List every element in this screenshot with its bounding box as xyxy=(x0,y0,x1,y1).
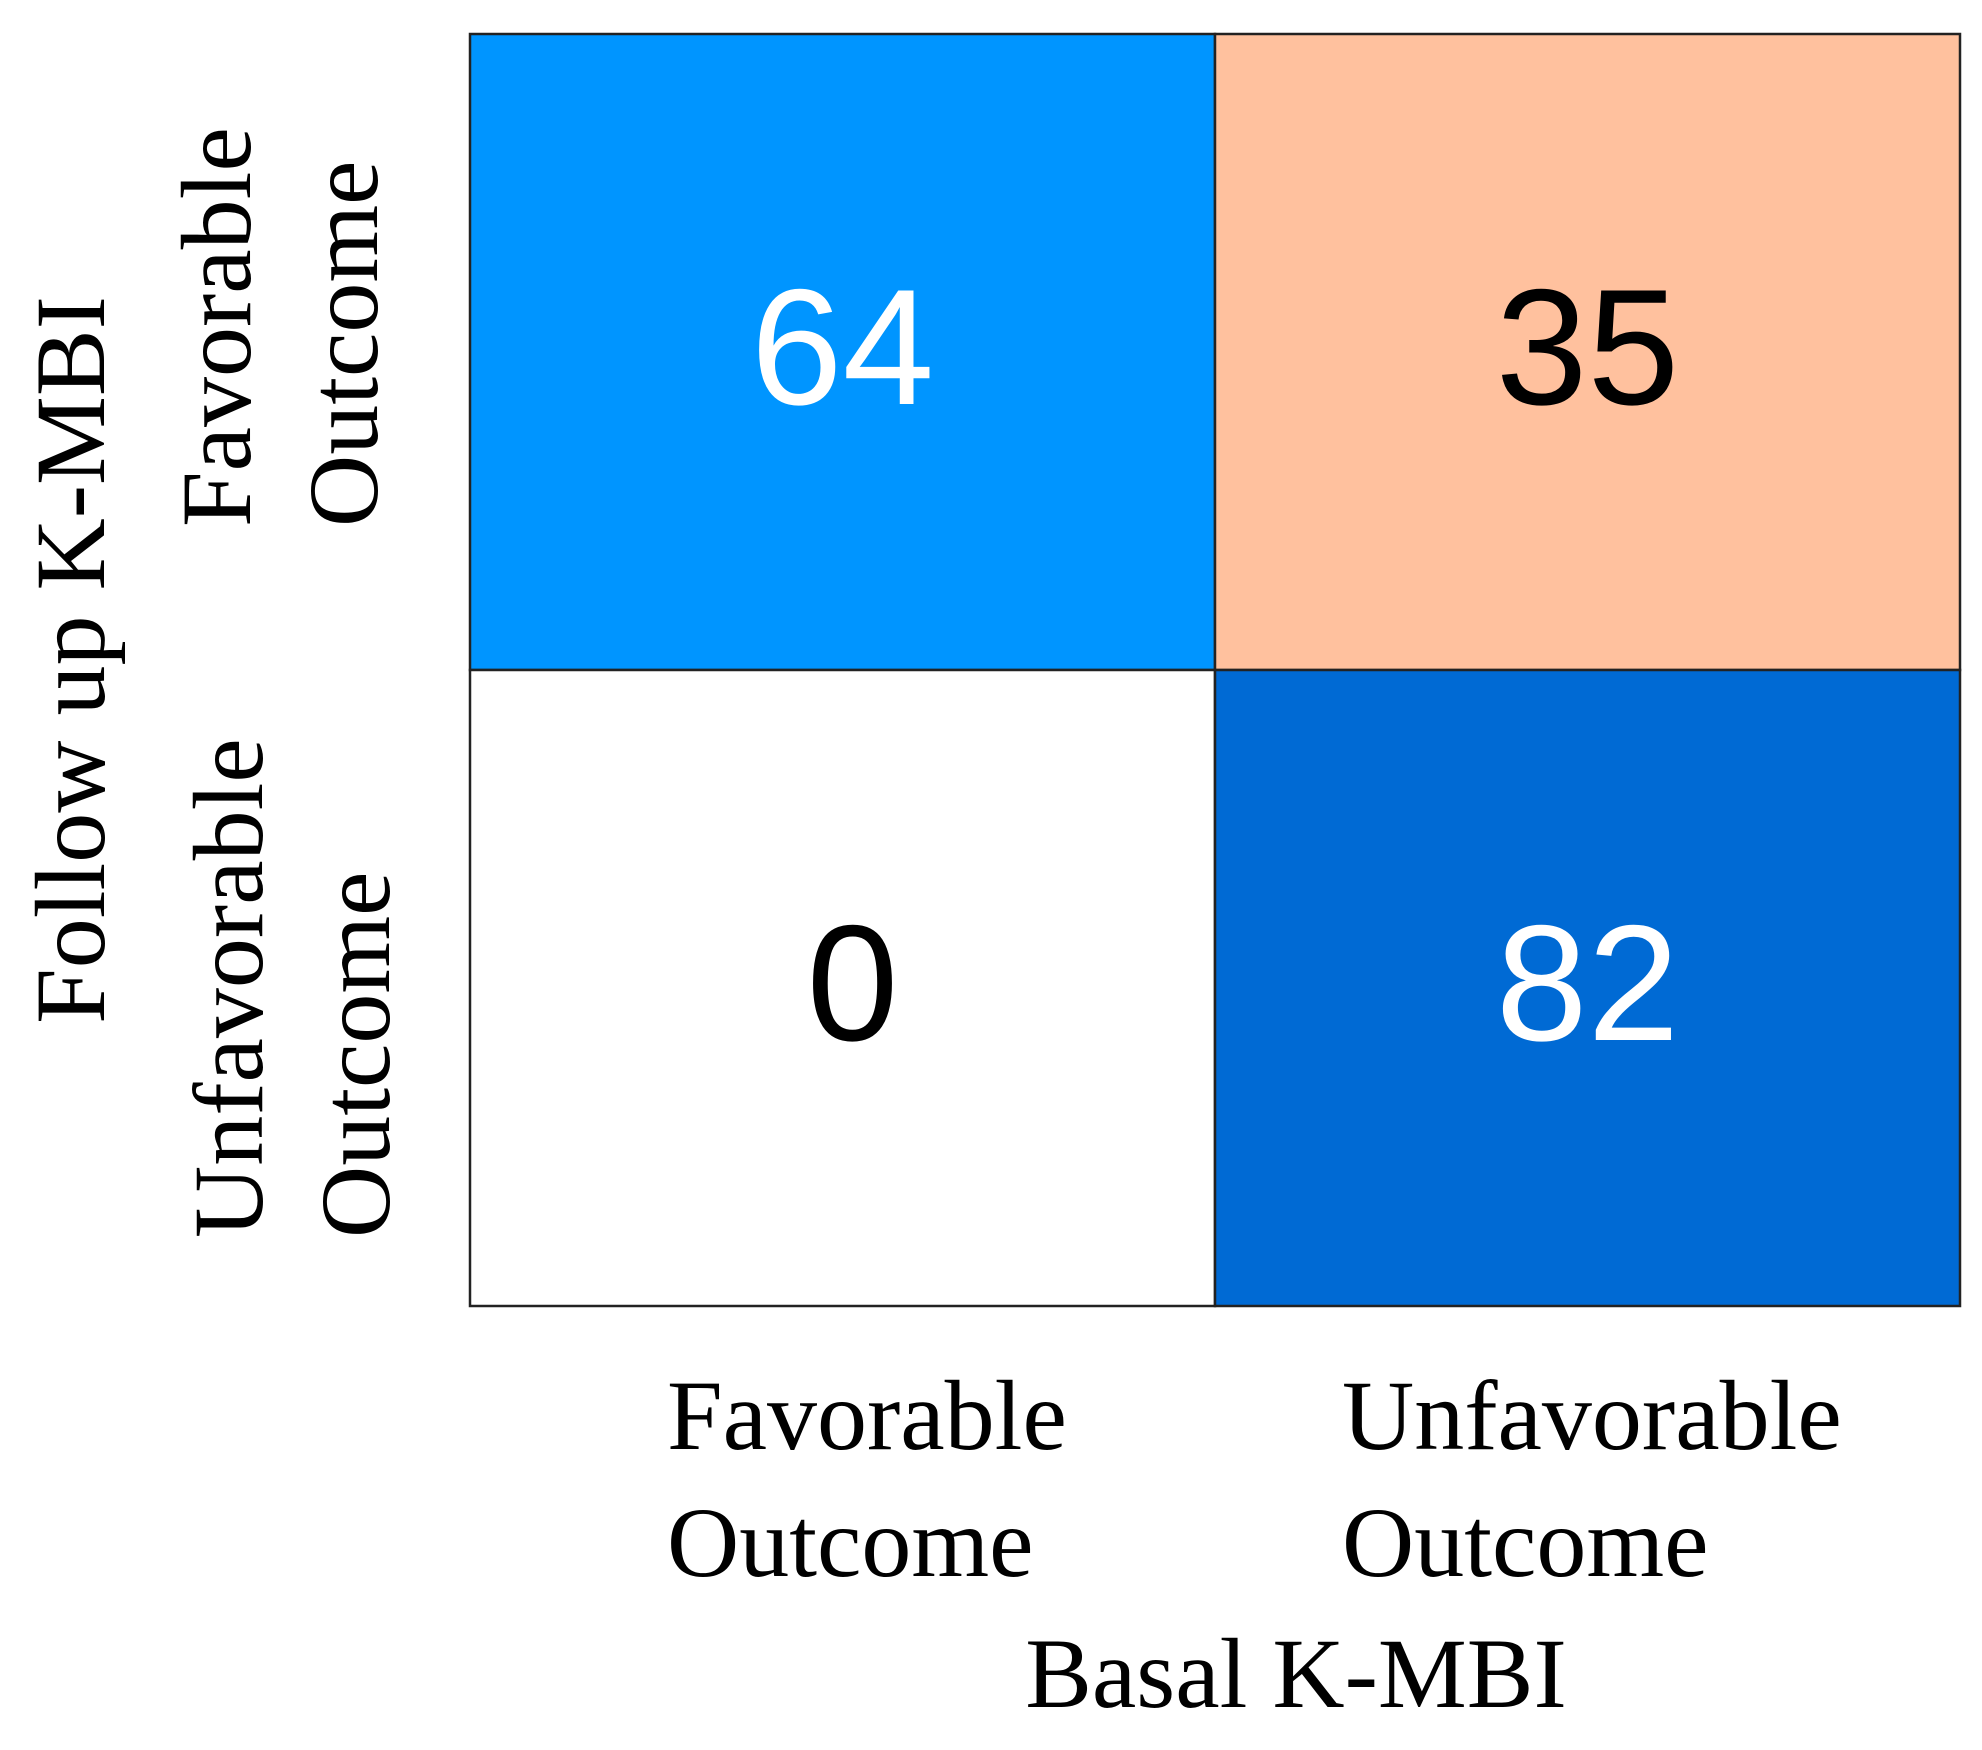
heatmap-cell xyxy=(468,668,1217,1308)
x-axis-title-row: Basal K-MBI xyxy=(0,1610,1982,1737)
y-axis-title: Follow up K-MBI xyxy=(15,296,126,1024)
heatmap-cell xyxy=(468,32,1217,672)
cell-value-label: 35 xyxy=(1496,255,1680,439)
cell-value-label: 82 xyxy=(1496,891,1680,1075)
x-tick-label: Unfavorable Outcome xyxy=(1342,1360,1842,1598)
y-tick-label: Favorable Outcome xyxy=(161,127,399,527)
x-axis-title: Basal K-MBI xyxy=(1025,1618,1567,1729)
y-tick-label: Unfavorable Outcome xyxy=(173,738,411,1238)
heatmap-cell xyxy=(1213,668,1962,1308)
heatmap-cell xyxy=(1213,32,1962,672)
x-tick-label: Favorable Outcome xyxy=(667,1360,1067,1598)
cell-value-label: 0 xyxy=(807,891,899,1075)
cell-value-label: 64 xyxy=(751,255,935,439)
